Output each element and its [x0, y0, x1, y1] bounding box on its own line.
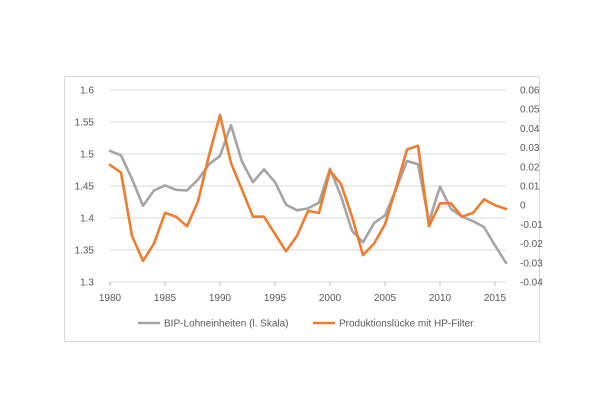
left-tick-label: 1.6: [80, 86, 94, 97]
x-tick-label: 1990: [209, 293, 232, 304]
right-tick-label: 0.06: [520, 86, 540, 97]
series-line-produktionsluecke: [108, 113, 508, 263]
right-tick-label: 0.02: [520, 162, 540, 173]
right-tick-label: -0.01: [520, 220, 543, 231]
right-tick-label: 0.03: [520, 143, 540, 154]
left-tick-label: 1.5: [80, 150, 94, 161]
x-tick-label: 1995: [264, 293, 287, 304]
x-tick-label: 2000: [319, 293, 342, 304]
x-tick-label: 2015: [484, 293, 507, 304]
right-tick-label: -0.02: [520, 239, 543, 250]
x-axis-ticks: 1980 1985 1990 1995 2000 2005 2010 2015: [99, 282, 507, 304]
x-tick-label: 2010: [429, 293, 452, 304]
x-tick-label: 1980: [99, 293, 122, 304]
legend: BIP-Lohneinheiten (l. Skala) Produktionsl…: [138, 319, 474, 330]
right-tick-label: -0.04: [520, 278, 543, 289]
legend-entry-produktionsluecke-label: Produktionslücke mit HP-Filter: [339, 319, 474, 330]
left-tick-label: 1.35: [75, 246, 95, 257]
x-tick-label: 1985: [154, 293, 177, 304]
right-tick-label: 0: [520, 201, 526, 212]
left-tick-label: 1.55: [75, 118, 95, 129]
right-tick-label: 0.04: [520, 124, 540, 135]
left-tick-label: 1.4: [80, 214, 94, 225]
series-line-bip-lohneinheiten: [108, 123, 508, 265]
right-tick-label: 0.05: [520, 105, 540, 116]
right-axis-ticks: 0.06 0.05 0.04 0.03 0.02 0.01 0 -0.01 -0.02 -0.03…: [520, 86, 543, 289]
x-tick-label: 2005: [374, 293, 397, 304]
left-tick-label: 1.3: [80, 278, 94, 289]
left-tick-label: 1.45: [75, 182, 95, 193]
legend-entry-bip-lohneinheiten-label: BIP-Lohneinheiten (l. Skala): [164, 319, 289, 330]
right-tick-label: -0.03: [520, 258, 543, 269]
left-axis-ticks: 1.6 1.55 1.5 1.45 1.4 1.35 1.3: [75, 86, 95, 289]
series-lines: [108, 113, 508, 265]
right-tick-label: 0.01: [520, 182, 540, 193]
